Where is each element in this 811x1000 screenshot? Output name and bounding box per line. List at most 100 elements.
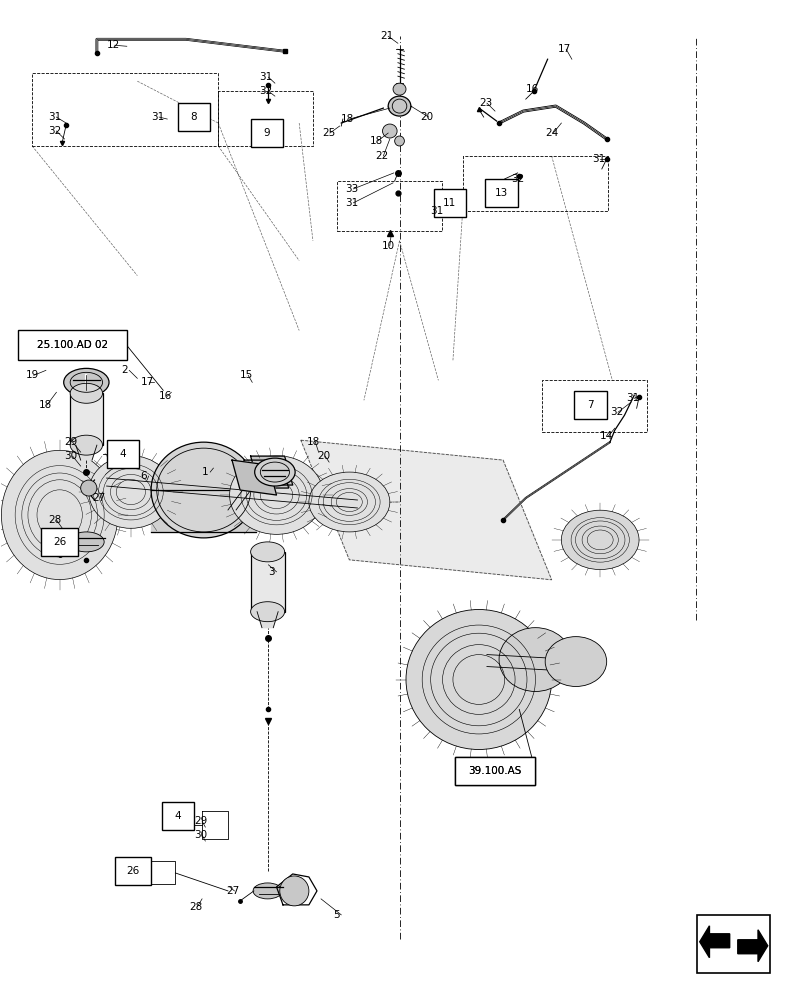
Text: 25.100.AD 02: 25.100.AD 02 — [37, 340, 108, 350]
Polygon shape — [232, 460, 277, 495]
Polygon shape — [300, 440, 551, 580]
Ellipse shape — [80, 480, 97, 496]
Bar — [454, 757, 534, 785]
Bar — [161, 802, 194, 830]
Text: 26: 26 — [53, 537, 67, 547]
Text: 6: 6 — [140, 471, 147, 481]
Text: 21: 21 — [380, 31, 393, 41]
Text: 20: 20 — [316, 451, 330, 461]
Text: 28: 28 — [189, 902, 202, 912]
Text: 18: 18 — [341, 114, 354, 124]
Text: 12: 12 — [106, 40, 120, 50]
Polygon shape — [251, 456, 292, 485]
Text: 28: 28 — [49, 515, 62, 525]
Ellipse shape — [406, 609, 551, 750]
Ellipse shape — [393, 83, 406, 95]
Text: 2: 2 — [121, 365, 127, 375]
Ellipse shape — [499, 628, 571, 691]
Text: 29: 29 — [194, 816, 207, 826]
Polygon shape — [151, 490, 256, 532]
Ellipse shape — [63, 368, 109, 396]
Text: 32: 32 — [609, 407, 622, 417]
Text: 7: 7 — [586, 400, 593, 410]
Polygon shape — [106, 478, 357, 508]
Bar — [115, 857, 152, 885]
Ellipse shape — [253, 883, 282, 899]
Ellipse shape — [251, 602, 285, 622]
Text: 3: 3 — [268, 567, 275, 577]
Text: 31: 31 — [49, 112, 62, 122]
Ellipse shape — [2, 450, 118, 580]
Text: 5: 5 — [333, 910, 339, 920]
Text: 27: 27 — [226, 886, 239, 896]
Polygon shape — [699, 926, 729, 958]
Bar — [21, 331, 124, 359]
Bar — [251, 119, 283, 147]
Ellipse shape — [382, 124, 397, 138]
Text: 18: 18 — [39, 400, 52, 410]
Text: 31: 31 — [591, 154, 605, 164]
Bar — [41, 528, 78, 556]
Text: 31: 31 — [625, 393, 638, 403]
Text: 30: 30 — [64, 451, 78, 461]
Ellipse shape — [560, 510, 638, 570]
Text: 18: 18 — [307, 437, 320, 447]
Text: 31: 31 — [151, 112, 164, 122]
Polygon shape — [244, 460, 288, 488]
Bar — [454, 757, 534, 785]
Bar — [251, 552, 285, 612]
Text: 13: 13 — [494, 188, 508, 198]
Text: 10: 10 — [381, 241, 394, 251]
Polygon shape — [257, 612, 278, 628]
Text: 22: 22 — [375, 151, 388, 161]
Bar — [573, 391, 606, 419]
Text: 16: 16 — [525, 84, 539, 94]
Text: 16: 16 — [159, 391, 172, 401]
Polygon shape — [737, 930, 766, 962]
Text: 30: 30 — [194, 830, 207, 840]
Bar — [178, 103, 210, 131]
Ellipse shape — [308, 472, 389, 532]
Text: 20: 20 — [420, 112, 433, 122]
Text: 11: 11 — [443, 198, 456, 208]
Ellipse shape — [88, 456, 173, 528]
Text: 23: 23 — [478, 98, 491, 108]
Text: 24: 24 — [544, 128, 558, 138]
Text: 15: 15 — [240, 370, 253, 380]
Text: 33: 33 — [345, 184, 358, 194]
Ellipse shape — [230, 456, 323, 534]
Ellipse shape — [251, 542, 285, 562]
Ellipse shape — [151, 442, 256, 538]
Text: 9: 9 — [264, 128, 270, 138]
Polygon shape — [487, 655, 575, 672]
Text: 29: 29 — [64, 437, 78, 447]
Bar — [433, 189, 466, 217]
Text: 14: 14 — [599, 431, 612, 441]
Text: 25.100.AD 02: 25.100.AD 02 — [37, 340, 108, 350]
Text: 31: 31 — [259, 72, 272, 82]
Text: 27: 27 — [92, 493, 105, 503]
Text: 1: 1 — [202, 467, 208, 477]
Text: 32: 32 — [49, 126, 62, 136]
Polygon shape — [75, 445, 97, 460]
Bar — [70, 393, 102, 445]
Ellipse shape — [394, 136, 404, 146]
Text: 32: 32 — [259, 86, 272, 96]
Text: 31: 31 — [430, 206, 443, 216]
Ellipse shape — [70, 383, 102, 403]
Text: 4: 4 — [119, 449, 126, 459]
Ellipse shape — [388, 96, 410, 116]
Text: 8: 8 — [191, 112, 197, 122]
Ellipse shape — [70, 435, 102, 455]
Text: 31: 31 — [345, 198, 358, 208]
Text: 17: 17 — [140, 377, 153, 387]
Ellipse shape — [255, 458, 294, 486]
Text: 39.100.AS: 39.100.AS — [468, 766, 521, 776]
Text: 4: 4 — [174, 811, 181, 821]
Bar — [18, 330, 127, 360]
Text: 18: 18 — [369, 136, 382, 146]
Text: 17: 17 — [557, 44, 571, 54]
Ellipse shape — [68, 532, 104, 552]
Bar — [485, 179, 517, 207]
Bar — [106, 440, 139, 468]
